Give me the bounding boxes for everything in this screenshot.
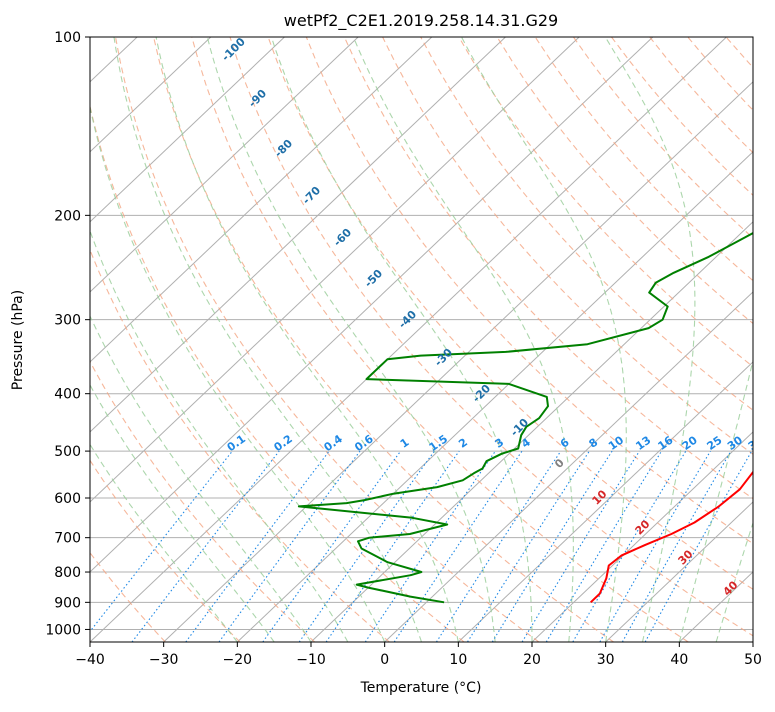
x-tick-label: −30 [149, 652, 179, 668]
x-tick-label: 0 [380, 652, 389, 668]
chart-title: wetPf2_C2E1.2019.258.14.31.G29 [284, 11, 558, 31]
x-axis-label: Temperature (°C) [360, 680, 482, 696]
x-tick-label: 10 [449, 652, 467, 668]
y-tick-label: 700 [54, 531, 81, 547]
x-tick-label: 50 [744, 652, 762, 668]
y-tick-label: 600 [54, 491, 81, 507]
y-tick-label: 200 [54, 208, 81, 224]
x-tick-label: 40 [670, 652, 688, 668]
x-tick-label: 20 [523, 652, 541, 668]
x-tick-label: −40 [75, 652, 105, 668]
y-axis-label: Pressure (hPa) [10, 290, 26, 390]
y-tick-label: 1000 [45, 622, 81, 638]
y-tick-label: 400 [54, 387, 81, 403]
x-tick-label: −10 [296, 652, 326, 668]
y-tick-label: 100 [54, 30, 81, 46]
y-tick-label: 900 [54, 595, 81, 611]
x-tick-label: 30 [597, 652, 615, 668]
y-tick-label: 800 [54, 565, 81, 581]
x-tick-label: −20 [223, 652, 253, 668]
y-tick-label: 500 [54, 444, 81, 460]
y-tick-label: 300 [54, 313, 81, 329]
